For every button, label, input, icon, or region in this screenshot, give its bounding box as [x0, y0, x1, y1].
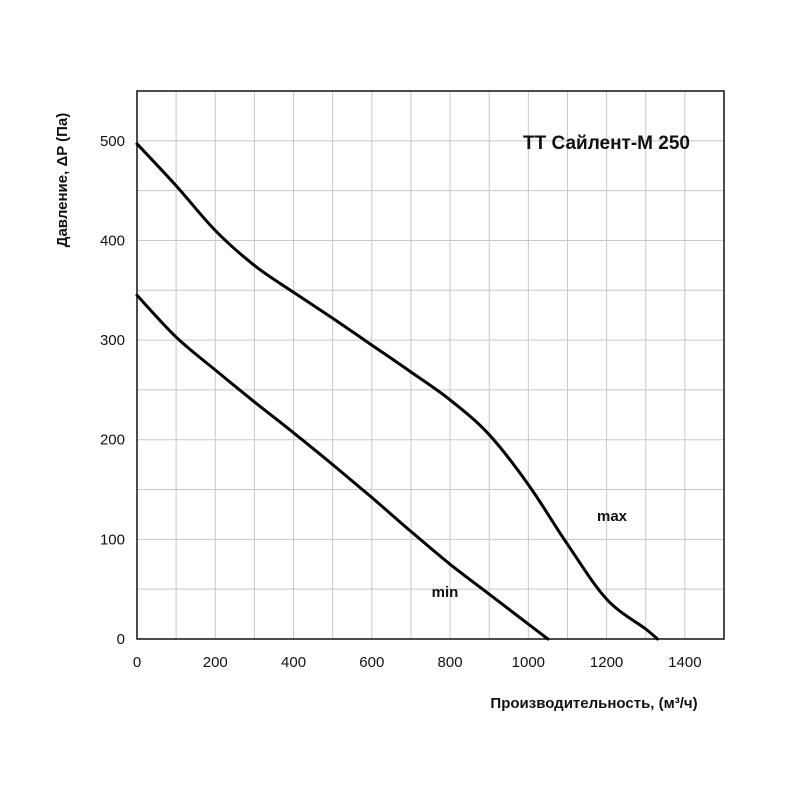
y-tick-label: 200 — [100, 432, 125, 449]
x-tick-label: 200 — [203, 654, 228, 671]
y-tick-label: 300 — [100, 332, 125, 349]
x-tick-label: 1200 — [590, 654, 623, 671]
chart-title: ТТ Сайлент-М 250 — [523, 133, 690, 154]
series-label-min: min — [432, 584, 459, 601]
x-tick-label: 0 — [133, 654, 141, 671]
y-tick-label: 0 — [117, 631, 125, 648]
x-axis-title: Производительность, (м³/ч) — [490, 695, 697, 712]
series-line-max — [135, 142, 659, 641]
grid — [137, 91, 724, 639]
series-curves — [135, 142, 659, 641]
series-line-min — [135, 293, 550, 641]
series-label-max: max — [597, 508, 628, 525]
y-tick-label: 400 — [100, 232, 125, 249]
plot-frame — [136, 90, 725, 640]
x-tick-labels: 0 200 400 600 800 1000 1200 1400 — [133, 654, 702, 671]
x-tick-label: 1400 — [668, 654, 701, 671]
x-tick-label: 600 — [359, 654, 384, 671]
y-tick-label: 100 — [100, 531, 125, 548]
x-tick-label: 800 — [438, 654, 463, 671]
x-tick-label: 1000 — [512, 654, 545, 671]
x-tick-label: 400 — [281, 654, 306, 671]
y-tick-label: 500 — [100, 133, 125, 150]
y-axis-title: Давление, ΔP (Па) — [54, 113, 71, 247]
y-tick-labels: 0 100 200 300 400 500 — [100, 133, 125, 648]
